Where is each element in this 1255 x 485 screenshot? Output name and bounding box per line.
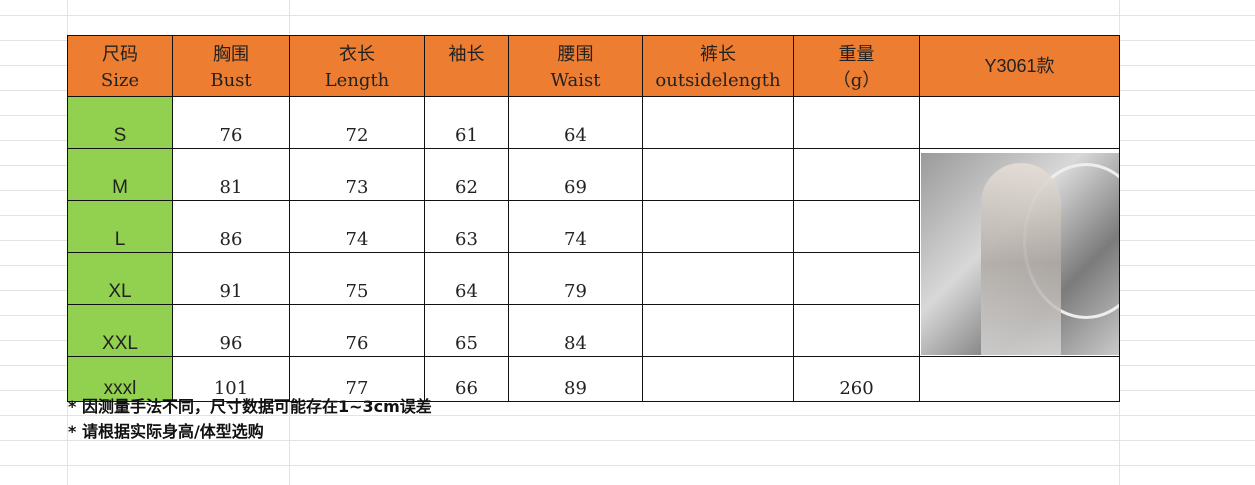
notes: * 因测量手法不同，尺寸数据可能存在1~3cm误差 * 请根据实际身高/体型选购: [68, 394, 432, 444]
header-en: （g）: [832, 70, 881, 91]
cell-waist[interactable]: 84: [508, 304, 643, 357]
model-figure: [980, 163, 1061, 355]
header-cell[interactable]: 衣长 Length: [289, 35, 425, 97]
cell-length[interactable]: 73: [289, 148, 425, 201]
cell-weight[interactable]: [793, 96, 920, 149]
header-zh: 袖长: [448, 44, 485, 65]
cell-weight[interactable]: 260: [793, 356, 920, 402]
cell-size[interactable]: XXL: [67, 304, 173, 357]
cell-outside[interactable]: [642, 356, 794, 402]
cell-bust[interactable]: 101: [172, 356, 290, 402]
image-cell[interactable]: [919, 356, 1120, 402]
product-photo[interactable]: [920, 153, 1119, 355]
cell-sleeve[interactable]: 61: [424, 96, 509, 149]
cell-size[interactable]: L: [67, 200, 173, 253]
cell-weight[interactable]: [793, 148, 920, 201]
cell-waist[interactable]: 74: [508, 200, 643, 253]
header-cell[interactable]: 袖长: [424, 35, 509, 97]
cell-sleeve[interactable]: 63: [424, 200, 509, 253]
grid-line: [1119, 0, 1120, 485]
header-en: Waist: [550, 70, 601, 91]
header-zh: 胸围: [213, 44, 249, 65]
size-chart-table: 尺码 Size 胸围 Bust 衣长 Length 袖长 腰围 Waist 裤长 outs…: [67, 35, 1120, 402]
header-cell[interactable]: 尺码 Size: [67, 35, 173, 97]
cell-waist[interactable]: 64: [508, 96, 643, 149]
header-cell[interactable]: 胸围 Bust: [172, 35, 290, 97]
header-en: Bust: [210, 70, 252, 91]
header-cell[interactable]: 裤长 outsidelength: [642, 35, 794, 97]
cell-length[interactable]: 74: [289, 200, 425, 253]
cell-sleeve[interactable]: 65: [424, 304, 509, 357]
cell-size[interactable]: S: [67, 96, 173, 149]
cell-size[interactable]: XL: [67, 252, 173, 305]
cell-sleeve[interactable]: 62: [424, 148, 509, 201]
cell-length[interactable]: 77: [289, 356, 425, 402]
table-row: M 81 73 62 69: [67, 148, 1120, 357]
header-zh: 尺码: [102, 44, 138, 65]
header-cell[interactable]: 腰围 Waist: [508, 35, 643, 97]
cell-bust[interactable]: 86: [172, 200, 290, 253]
cell-outside[interactable]: [642, 96, 794, 149]
header-row: 尺码 Size 胸围 Bust 衣长 Length 袖长 腰围 Waist 裤长 outs…: [67, 35, 1120, 97]
header-cell-model[interactable]: Y3061款: [919, 35, 1120, 97]
header-cell[interactable]: 重量 （g）: [793, 35, 920, 97]
cell-outside[interactable]: [642, 148, 794, 201]
cell-weight[interactable]: [793, 252, 920, 305]
cell-bust[interactable]: 96: [172, 304, 290, 357]
header-zh: 腰围: [557, 44, 594, 65]
image-cell[interactable]: [919, 96, 1120, 149]
cell-size[interactable]: xxxl: [67, 356, 173, 402]
header-en: Length: [324, 70, 390, 91]
table-row: S 76 72 61 64: [67, 96, 1120, 149]
cell-weight[interactable]: [793, 200, 920, 253]
note-line[interactable]: * 因测量手法不同，尺寸数据可能存在1~3cm误差: [68, 397, 432, 416]
cell-size[interactable]: M: [67, 148, 173, 201]
header-zh: 重量: [838, 44, 875, 65]
cell-length[interactable]: 76: [289, 304, 425, 357]
cell-length[interactable]: 72: [289, 96, 425, 149]
cell-bust[interactable]: 91: [172, 252, 290, 305]
cell-outside[interactable]: [642, 304, 794, 357]
product-photo-cell[interactable]: [919, 148, 1120, 357]
cell-sleeve[interactable]: 64: [424, 252, 509, 305]
cell-waist[interactable]: 79: [508, 252, 643, 305]
header-zh: 裤长: [700, 44, 736, 65]
table-row: XXL 96 76 65 84: [67, 304, 1120, 357]
cell-length[interactable]: 75: [289, 252, 425, 305]
cell-outside[interactable]: [642, 200, 794, 253]
cell-waist[interactable]: 89: [508, 356, 643, 402]
header-en: Size: [100, 70, 140, 91]
header-zh: 衣长: [339, 44, 375, 65]
cell-bust[interactable]: 81: [172, 148, 290, 201]
header-en: outsidelength: [655, 70, 781, 91]
table-row: L 86 74 63 74: [67, 200, 1120, 253]
cell-bust[interactable]: 76: [172, 96, 290, 149]
cell-weight[interactable]: [793, 304, 920, 357]
note-line[interactable]: * 请根据实际身高/体型选购: [68, 422, 264, 441]
table-row: xxxl 101 77 66 89 260: [67, 356, 1120, 402]
cell-sleeve[interactable]: 66: [424, 356, 509, 402]
cell-outside[interactable]: [642, 252, 794, 305]
cell-waist[interactable]: 69: [508, 148, 643, 201]
